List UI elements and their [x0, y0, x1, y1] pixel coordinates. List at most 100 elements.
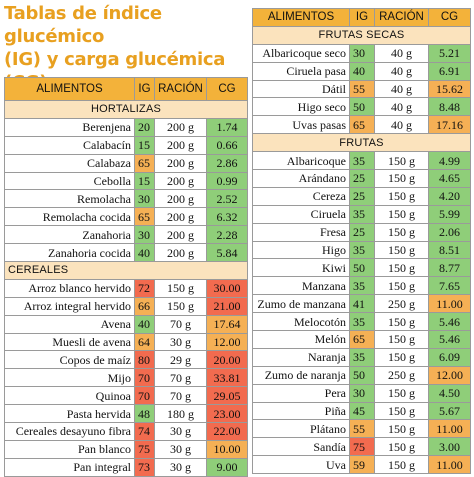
table-row: Avena 40 70 g 17.64: [4, 314, 248, 334]
cg-value: 22.00: [206, 422, 248, 441]
food-name: Melón: [252, 330, 350, 349]
cg-value: 9.00: [206, 457, 248, 477]
portion-value: 250 g: [374, 365, 429, 385]
cg-value: 0.66: [206, 135, 248, 155]
food-name: Berenjena: [4, 117, 135, 137]
portion-value: 70 g: [154, 368, 207, 388]
table-row: Uva 59 150 g 11.00: [252, 455, 471, 475]
ig-value: 35: [349, 347, 375, 367]
portion-value: 29 g: [154, 350, 207, 370]
header-portion: RACIÓN: [154, 77, 207, 101]
cg-value: 5.99: [428, 204, 471, 224]
portion-value: 200 g: [154, 117, 207, 137]
section-title: HORTALIZAS: [4, 100, 248, 119]
food-name: Piña: [252, 401, 350, 421]
cg-value: 15.62: [428, 79, 471, 99]
food-name: Pasta hervida: [4, 404, 135, 424]
food-name: Quinoa: [4, 386, 135, 406]
table-row: Naranja 35 150 g 6.09: [252, 347, 471, 367]
ig-value: 30: [349, 383, 375, 403]
cg-value: 12.00: [428, 365, 471, 385]
food-name: Zanahoria: [4, 225, 135, 245]
ig-value: 41: [349, 294, 375, 314]
portion-value: 150 g: [374, 169, 429, 188]
portion-value: 150 g: [374, 186, 429, 206]
section-row: CEREALES: [4, 261, 248, 280]
header-row: ALIMENTOS IG RACIÓN CG: [252, 8, 471, 27]
cg-value: 2.28: [206, 225, 248, 245]
cg-value: 33.81: [206, 368, 248, 388]
ig-value: 48: [134, 404, 155, 424]
portion-value: 30 g: [154, 422, 207, 441]
ig-value: 35: [349, 276, 375, 296]
cg-value: 2.52: [206, 189, 248, 209]
header-portion: RACIÓN: [374, 8, 429, 27]
header-food: ALIMENTOS: [4, 77, 135, 101]
ig-value: 50: [349, 365, 375, 385]
ig-value: 20: [134, 117, 155, 137]
section-title: CEREALES: [4, 261, 248, 280]
cg-value: 6.91: [428, 61, 471, 81]
portion-value: 150 g: [374, 330, 429, 349]
cg-value: 5.46: [428, 330, 471, 349]
ig-value: 72: [134, 278, 155, 298]
food-name: Cereza: [252, 186, 350, 206]
table-row: Kiwi 50 150 g 8.77: [252, 258, 471, 278]
portion-value: 70 g: [154, 314, 207, 334]
cg-value: 11.00: [428, 294, 471, 314]
section-row: HORTALIZAS: [4, 100, 248, 119]
ig-value: 15: [134, 171, 155, 191]
table-row: Arroz blanco hervido 72 150 g 30.00: [4, 278, 248, 298]
table-row: Quinoa 70 70 g 29.05: [4, 386, 248, 406]
table-row: Higo 35 150 g 8.51: [252, 240, 471, 260]
portion-value: 200 g: [154, 171, 207, 191]
cg-value: 30.00: [206, 278, 248, 298]
table-row: Fresa 25 150 g 2.06: [252, 222, 471, 242]
cg-value: 21.00: [206, 296, 248, 316]
cg-value: 12.00: [206, 332, 248, 352]
table-row: Albaricoque seco 30 40 g 5.21: [252, 43, 471, 63]
ig-value: 15: [134, 135, 155, 155]
portion-value: 150 g: [374, 258, 429, 278]
ig-value: 40: [349, 61, 375, 81]
table-row: Pan blanco 75 30 g 10.00: [4, 439, 248, 459]
table-row: Arándano 25 150 g 4.65: [252, 169, 471, 188]
food-name: Plátano: [252, 419, 350, 439]
ig-value: 55: [349, 419, 375, 439]
table-row: Melón 65 150 g 5.46: [252, 330, 471, 349]
portion-value: 180 g: [154, 404, 207, 424]
food-name: Pera: [252, 383, 350, 403]
cg-value: 4.65: [428, 169, 471, 188]
glycemic-table-right: ALIMENTOS IG RACIÓN CG FRUTAS SECAS Albar…: [252, 8, 471, 475]
ig-value: 25: [349, 222, 375, 242]
food-name: Cebolla: [4, 171, 135, 191]
table-row: Cereales desayuno fibra 74 30 g 22.00: [4, 422, 248, 441]
portion-value: 150 g: [374, 437, 429, 457]
food-name: Avena: [4, 314, 135, 334]
ig-value: 64: [134, 332, 155, 352]
cg-value: 8.51: [428, 240, 471, 260]
ig-value: 70: [134, 368, 155, 388]
ig-value: 30: [349, 43, 375, 63]
table-row: Muesli de avena 64 30 g 12.00: [4, 332, 248, 352]
portion-value: 40 g: [374, 43, 429, 63]
ig-value: 66: [134, 296, 155, 316]
ig-value: 55: [349, 79, 375, 99]
section-row: FRUTAS: [252, 133, 471, 153]
food-name: Calabacín: [4, 135, 135, 155]
portion-value: 200 g: [154, 135, 207, 155]
header-cg: CG: [428, 8, 471, 27]
ig-value: 30: [134, 189, 155, 209]
portion-value: 30 g: [154, 457, 207, 477]
section-title: FRUTAS SECAS: [252, 25, 471, 45]
ig-value: 75: [134, 439, 155, 459]
cg-value: 5.84: [206, 243, 248, 263]
table-row: Albaricoque 35 150 g 4.99: [252, 151, 471, 171]
cg-value: 7.65: [428, 276, 471, 296]
section-title: FRUTAS: [252, 133, 471, 153]
cg-value: 2.06: [428, 222, 471, 242]
section-row: FRUTAS SECAS: [252, 25, 471, 45]
table-row: Melocotón 35 150 g 5.46: [252, 312, 471, 332]
ig-value: 80: [134, 350, 155, 370]
table-row: Higo seco 50 40 g 8.48: [252, 97, 471, 117]
